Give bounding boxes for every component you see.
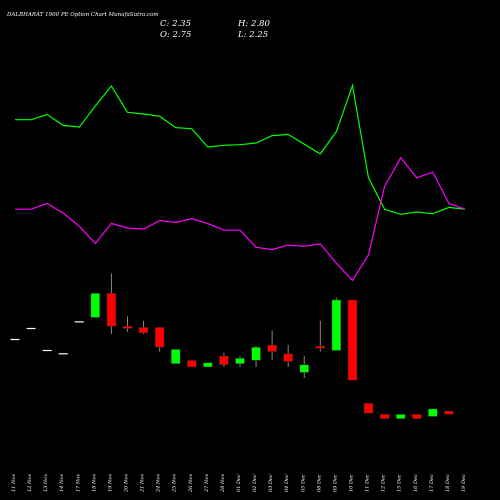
x-tick-label: 10 Dec (348, 474, 354, 492)
low-readout: L: 2.25 (237, 30, 268, 40)
x-tick-label: 18 Dec (445, 474, 451, 492)
candle-13 (203, 362, 213, 368)
x-tick-label: 20 Nov (123, 474, 129, 493)
candle-19 (299, 356, 310, 378)
candle-17 (267, 330, 277, 361)
candle-body (251, 346, 261, 361)
candle-body (106, 293, 117, 327)
candle-10 (154, 327, 165, 352)
candle-body (235, 357, 245, 364)
candle-16 (251, 346, 261, 367)
candle-7 (106, 273, 117, 334)
candle-body (203, 362, 213, 368)
candle-body (219, 355, 229, 366)
x-tick-label: 02 Dec (252, 474, 258, 492)
candle-body (170, 349, 181, 364)
x-tick-label: 11 Dec (365, 474, 371, 492)
candle-12 (187, 360, 197, 368)
candle-body (412, 414, 422, 419)
x-tick-label: 08 Dec (316, 474, 322, 492)
candle-27 (428, 408, 438, 417)
x-axis-ticks: 11 Nov 12 Nov 13 Nov 14 Nov 17 Nov 18 Nov 19 N… (11, 474, 467, 493)
close-readout: C: 2.35 (160, 19, 191, 29)
indicator-line-2 (15, 156, 466, 282)
x-tick-label: 12 Nov (27, 474, 33, 492)
x-tick-label: 24 Nov (156, 474, 162, 493)
candle-body (363, 403, 374, 414)
x-tick-label: 21 Nov (140, 474, 146, 493)
x-tick-label: 18 Nov (91, 474, 97, 492)
indicator-layer (15, 83, 466, 282)
candle-14 (219, 352, 229, 367)
x-tick-label: 15 Dec (397, 474, 403, 492)
x-tick-label: 25 Nov (172, 474, 178, 493)
x-tick-label: 26 Nov (188, 474, 194, 493)
candle-body (122, 326, 133, 329)
x-tick-label: 17 Nov (75, 474, 81, 492)
candle-24 (379, 414, 390, 419)
candle-body (90, 293, 101, 318)
candle-15 (235, 356, 245, 367)
candle-21 (331, 297, 342, 351)
candle-body (444, 410, 454, 415)
candle-body (395, 414, 406, 419)
x-tick-label: 01 Dec (236, 474, 242, 492)
candle-body (187, 360, 197, 368)
x-tick-label: 04 Dec (284, 474, 290, 492)
candle-22 (347, 299, 358, 381)
candle-11 (170, 349, 181, 364)
candle-body (379, 414, 390, 419)
indicator-line-1 (15, 83, 466, 215)
x-tick-label: 19 Dec (461, 474, 467, 492)
chart-title: DALBHARAT 1900 PE Option Chart MunafaSut… (6, 12, 159, 18)
x-tick-label: 13 Nov (43, 474, 49, 492)
candle-25 (395, 414, 406, 419)
candle-26 (412, 414, 422, 419)
x-tick-label: 28 Nov (220, 474, 226, 493)
x-tick-label: 16 Dec (413, 474, 419, 492)
x-tick-label: 09 Dec (332, 474, 338, 492)
candle-body (138, 327, 149, 334)
candle-body (154, 327, 165, 348)
candle-8 (122, 316, 133, 332)
candle-body (267, 344, 277, 352)
candle-20 (315, 320, 326, 352)
candle-23 (363, 403, 374, 414)
x-tick-label: 12 Dec (381, 474, 387, 492)
x-tick-label: 05 Dec (300, 474, 306, 492)
high-readout: H: 2.80 (237, 19, 270, 29)
open-readout: O: 2.75 (160, 30, 191, 40)
candle-body (347, 299, 358, 381)
candle-body (331, 299, 342, 351)
candle-layer (10, 273, 454, 419)
candle-body (299, 364, 310, 373)
candle-9 (138, 320, 149, 334)
x-tick-label: 19 Nov (107, 474, 113, 492)
candle-body (428, 408, 438, 417)
candle-body (283, 353, 293, 362)
x-tick-label: 17 Dec (429, 474, 435, 492)
x-tick-label: 11 Nov (11, 474, 17, 492)
candle-6 (90, 293, 101, 318)
candle-body (315, 345, 326, 349)
x-tick-label: 03 Dec (268, 474, 274, 492)
candle-18 (283, 345, 293, 367)
x-tick-label: 27 Nov (204, 474, 210, 493)
candle-28 (444, 410, 454, 415)
x-tick-label: 14 Nov (59, 474, 65, 492)
